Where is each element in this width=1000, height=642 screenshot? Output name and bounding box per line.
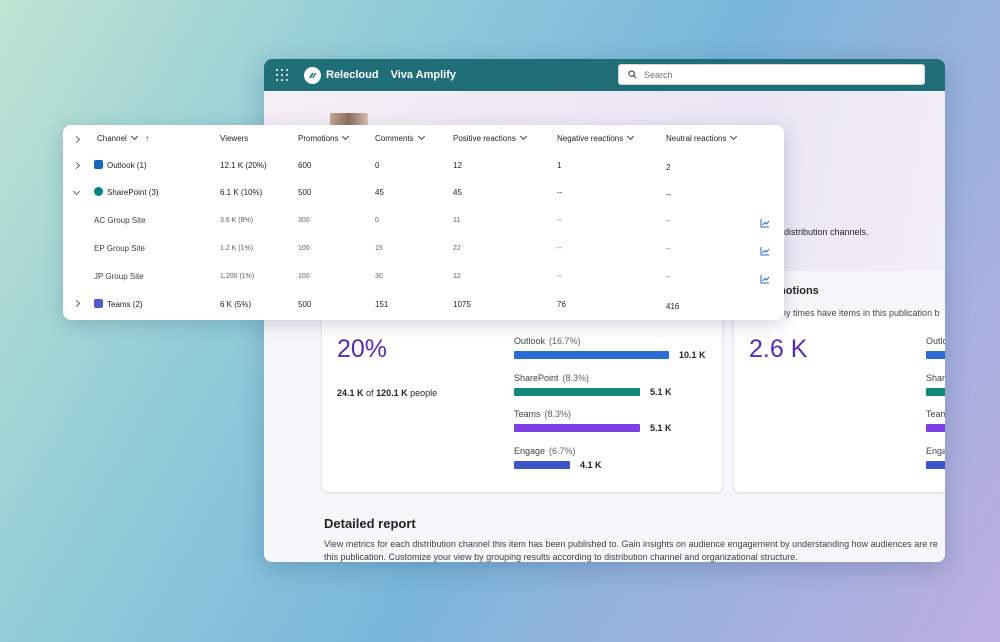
column-header-negative-reactions[interactable]: Negative reactions bbox=[557, 132, 635, 143]
cell-positive: 45 bbox=[453, 188, 462, 197]
trend-chart-icon[interactable] bbox=[760, 218, 770, 228]
cell-promotions: 300 bbox=[298, 217, 310, 224]
cell-comments: 15 bbox=[375, 245, 383, 252]
cell-neutral: -- bbox=[666, 274, 671, 281]
table-row-channel[interactable]: Outlook (1) bbox=[107, 161, 147, 170]
channel-bar-sharepoint: SharePoint (8.3%) 5.1 K bbox=[514, 373, 672, 397]
cell-positive: 12 bbox=[453, 273, 461, 280]
cell-viewers: 1,200 (1%) bbox=[220, 273, 255, 280]
detailed-report-title: Detailed report bbox=[324, 516, 416, 531]
channel-bar-teams: Teams (8.3%) 5.1 K bbox=[514, 409, 672, 433]
cell-neutral: 416 bbox=[666, 302, 680, 311]
table-row-channel[interactable]: AC Group Site bbox=[94, 216, 146, 225]
promo-label-engage: Enga bbox=[926, 446, 945, 456]
column-header-comments[interactable]: Comments bbox=[375, 132, 425, 143]
cell-neutral: -- bbox=[666, 218, 671, 225]
bar-fill bbox=[514, 424, 640, 432]
cell-neutral: 2 bbox=[666, 163, 671, 172]
promo-bar-teams bbox=[926, 424, 945, 432]
search-icon bbox=[628, 70, 637, 79]
promotions-card bbox=[734, 311, 945, 492]
column-header-promotions[interactable]: Promotions bbox=[298, 132, 350, 143]
cell-viewers: 3.6 K (8%) bbox=[220, 217, 254, 224]
trend-chart-icon[interactable] bbox=[760, 246, 770, 256]
bar-fill bbox=[514, 351, 669, 359]
cell-viewers: 6.1 K (10%) bbox=[220, 188, 263, 197]
reach-percent: 20% bbox=[337, 335, 388, 363]
outlook-icon bbox=[94, 160, 103, 169]
cell-promotions: 600 bbox=[298, 161, 312, 170]
app-launcher-icon[interactable] bbox=[276, 69, 288, 81]
cell-promotions: 500 bbox=[298, 188, 312, 197]
sort-ascending-icon[interactable]: ↑ bbox=[145, 134, 150, 143]
cell-comments: 151 bbox=[375, 300, 389, 309]
table-row-channel[interactable]: SharePoint (3) bbox=[107, 188, 159, 197]
cell-viewers: 12.1 K (20%) bbox=[220, 161, 267, 170]
expand-teams-toggle[interactable] bbox=[72, 299, 81, 308]
collapse-sharepoint-toggle[interactable] bbox=[72, 187, 81, 196]
cell-promotions: 100 bbox=[298, 245, 310, 252]
search-placeholder: Search bbox=[644, 69, 673, 80]
top-bar: Relecloud Viva Amplify Search bbox=[264, 59, 945, 91]
cell-viewers: 1.2 K (1%) bbox=[220, 245, 254, 252]
promotions-card-subtitle: ny times have items in this publication … bbox=[781, 308, 940, 318]
detailed-report-description: View metrics for each distribution chann… bbox=[324, 539, 938, 562]
promo-bar-sharepoint bbox=[926, 388, 945, 396]
cell-negative: -- bbox=[557, 217, 562, 224]
cell-neutral: -- bbox=[666, 190, 672, 199]
promo-label-outlook: Outlo bbox=[926, 336, 945, 346]
relecloud-logo-icon bbox=[304, 66, 321, 84]
table-row-channel[interactable]: EP Group Site bbox=[94, 244, 145, 253]
column-header-positive-reactions[interactable]: Positive reactions bbox=[453, 132, 527, 143]
cell-negative: 1 bbox=[557, 161, 562, 170]
promo-bar-outlook bbox=[926, 351, 945, 359]
people-reached: 24.1 K of 120.1 K people bbox=[337, 388, 438, 398]
cell-neutral: -- bbox=[666, 246, 671, 253]
cell-positive: 1075 bbox=[453, 300, 471, 309]
teams-icon bbox=[94, 299, 103, 308]
promotions-card-title: motions bbox=[776, 285, 819, 297]
expand-all-toggle[interactable] bbox=[72, 135, 81, 144]
column-header-channel[interactable]: Channel ↑ bbox=[97, 132, 150, 143]
bar-fill bbox=[514, 461, 570, 469]
promotions-value: 2.6 K bbox=[749, 335, 808, 363]
expand-outlook-toggle[interactable] bbox=[72, 161, 81, 170]
app-name[interactable]: Viva Amplify bbox=[390, 69, 456, 81]
cell-promotions: 100 bbox=[298, 273, 310, 280]
promo-label-teams: Team bbox=[926, 409, 945, 419]
channel-metrics-table: Channel ↑ Viewers Promotions Comments Po… bbox=[63, 125, 784, 320]
cell-comments: 30 bbox=[375, 273, 383, 280]
cell-promotions: 500 bbox=[298, 300, 312, 309]
table-row-channel[interactable]: JP Group Site bbox=[94, 272, 144, 281]
cell-comments: 0 bbox=[375, 161, 380, 170]
channel-bar-engage: Engage (6.7%) 4.1 K bbox=[514, 446, 602, 470]
cell-negative: 76 bbox=[557, 300, 566, 309]
trend-chart-icon[interactable] bbox=[760, 274, 770, 284]
hero-description: distribution channels. bbox=[784, 227, 869, 237]
search-input[interactable]: Search bbox=[618, 64, 925, 85]
promo-bar-engage bbox=[926, 461, 945, 469]
brand-name: Relecloud bbox=[326, 69, 379, 81]
column-header-neutral-reactions[interactable]: Neutral reactions bbox=[666, 132, 738, 143]
cell-comments: 0 bbox=[375, 217, 379, 224]
promo-label-sharepoint: Share bbox=[926, 373, 945, 383]
cell-negative: -- bbox=[557, 273, 562, 280]
cell-viewers: 6 K (5%) bbox=[220, 300, 252, 309]
column-header-viewers[interactable]: Viewers bbox=[220, 134, 249, 143]
table-row-channel[interactable]: Teams (2) bbox=[107, 300, 143, 309]
cell-negative: -- bbox=[557, 188, 563, 197]
bar-fill bbox=[514, 388, 640, 396]
cell-comments: 45 bbox=[375, 188, 384, 197]
cell-positive: 11 bbox=[453, 217, 461, 224]
cell-negative: -- bbox=[557, 245, 562, 252]
sharepoint-icon bbox=[94, 187, 103, 196]
channel-bar-outlook: Outlook (16.7%) 10.1 K bbox=[514, 336, 706, 360]
cell-positive: 12 bbox=[453, 161, 462, 170]
cell-positive: 22 bbox=[453, 245, 461, 252]
